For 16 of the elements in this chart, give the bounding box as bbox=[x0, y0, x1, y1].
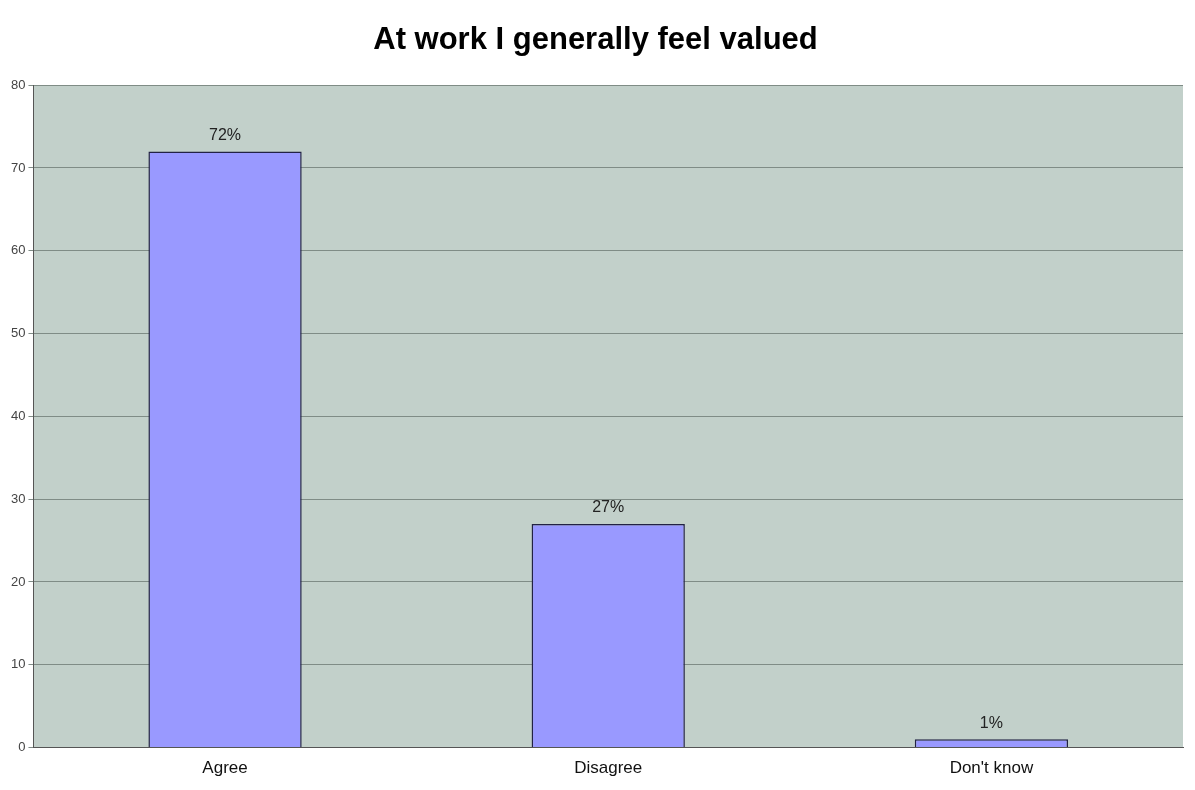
x-tick-label: Agree bbox=[202, 758, 248, 778]
x-tick-label: Disagree bbox=[574, 758, 643, 778]
x-tick-label: Don't know bbox=[949, 758, 1034, 778]
y-tick-label: 60 bbox=[10, 242, 26, 258]
y-tick-label: 70 bbox=[10, 159, 26, 175]
y-tick-label: 40 bbox=[10, 407, 26, 423]
chart-title: At work I generally feel valued bbox=[373, 21, 818, 57]
y-tick-label: 0 bbox=[18, 739, 26, 755]
y-tick-label: 20 bbox=[10, 573, 26, 589]
data-label: 72% bbox=[209, 125, 242, 143]
y-tick-label: 50 bbox=[10, 325, 26, 341]
y-tick-label: 80 bbox=[10, 76, 26, 92]
data-label: 27% bbox=[592, 498, 625, 516]
data-label: 1% bbox=[979, 713, 1003, 731]
y-tick-label: 10 bbox=[10, 656, 26, 672]
y-tick-label: 30 bbox=[10, 490, 26, 506]
